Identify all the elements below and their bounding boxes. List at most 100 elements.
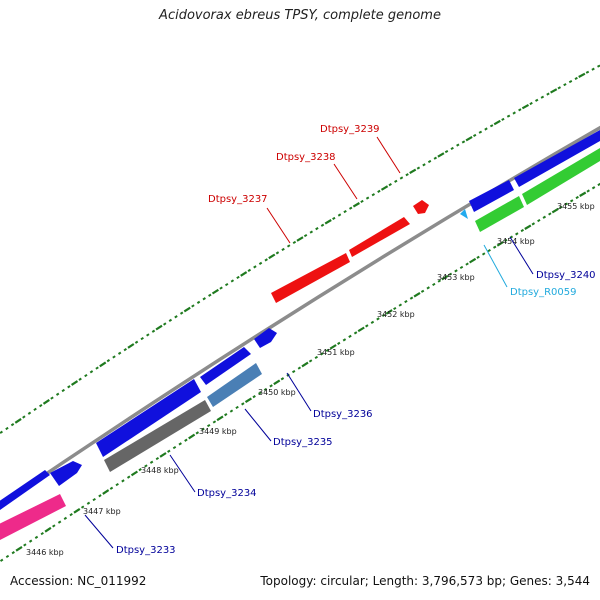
accession-text: Accession: NC_011992 — [10, 574, 147, 588]
minor-tick — [459, 265, 464, 270]
minor-tick — [0, 430, 3, 434]
minor-tick — [381, 313, 386, 318]
minor-tick — [569, 199, 574, 203]
minor-tick — [98, 494, 102, 498]
minor-tick — [280, 377, 285, 381]
minor-tick — [394, 179, 398, 183]
major-tick — [352, 202, 360, 208]
cds-feature — [254, 328, 277, 348]
major-tick — [211, 288, 219, 295]
minor-tick — [591, 67, 595, 71]
major-tick — [357, 326, 365, 333]
minor-tick — [409, 296, 414, 300]
minor-tick — [506, 114, 511, 118]
minor-tick — [348, 334, 352, 338]
major-tick — [324, 219, 332, 225]
minor-tick — [155, 456, 160, 461]
minor-tick — [172, 445, 177, 450]
major-tick — [159, 452, 167, 458]
minor-tick — [501, 117, 505, 121]
minor-tick — [5, 554, 10, 559]
minor-tick — [252, 395, 256, 399]
gene-label-dtpsy-3234: Dtpsy_3234 — [197, 488, 257, 499]
major-tick — [44, 526, 52, 533]
minor-tick — [23, 543, 27, 547]
minor-tick — [314, 355, 319, 360]
minor-tick — [92, 497, 96, 502]
minor-tick — [84, 373, 88, 378]
major-tick — [496, 241, 504, 247]
minor-tick — [520, 228, 525, 233]
major-tick — [524, 224, 532, 230]
minor-tick — [574, 76, 578, 80]
minor-tick — [325, 348, 330, 352]
minor-tick — [371, 193, 376, 197]
minor-tick — [534, 98, 539, 102]
kbp-tick-label: 3450 kbp — [258, 388, 296, 397]
inner-tick-marks — [0, 182, 600, 562]
minor-tick — [22, 415, 26, 419]
minor-tick — [224, 282, 229, 287]
kbp-tick-label: 3449 kbp — [199, 427, 237, 436]
minor-tick — [117, 351, 122, 355]
minor-tick — [80, 505, 85, 509]
gene-label-dtpsy-3235: Dtpsy_3235 — [273, 437, 333, 448]
minor-tick — [201, 427, 205, 431]
major-tick — [273, 379, 281, 386]
minor-tick — [61, 388, 65, 393]
major-tick — [493, 119, 501, 126]
minor-tick — [320, 352, 324, 356]
minor-tick — [206, 423, 211, 428]
minor-tick — [342, 338, 347, 342]
minor-tick — [291, 370, 296, 374]
cds-feature — [475, 196, 524, 232]
minor-tick — [564, 202, 569, 206]
minor-tick — [109, 486, 114, 490]
minor-tick — [174, 315, 178, 319]
minor-tick — [34, 535, 39, 539]
minor-tick — [437, 279, 442, 283]
major-tick — [99, 361, 107, 368]
cds-feature — [0, 470, 50, 510]
cds-feature — [207, 363, 262, 407]
minor-tick — [484, 127, 488, 131]
cds-feature — [104, 400, 211, 472]
minor-tick — [388, 183, 392, 187]
minor-tick — [303, 233, 308, 238]
minor-tick — [548, 212, 552, 216]
minor-tick — [360, 199, 364, 204]
minor-tick — [320, 223, 325, 227]
minor-tick — [309, 230, 314, 234]
gene-label-dtpsy-3233: Dtpsy_3233 — [116, 545, 176, 556]
kbp-tick-label: 3455 kbp — [557, 202, 595, 211]
major-tick — [380, 185, 389, 191]
minor-tick — [33, 407, 37, 412]
rna-feature — [460, 209, 468, 219]
leader-line-dtpsy-3238 — [333, 163, 358, 200]
major-tick — [579, 191, 587, 197]
kbp-tick-label: 3454 kbp — [497, 237, 535, 246]
major-tick — [268, 253, 276, 260]
gene-label-dtpsy-3238: Dtpsy_3238 — [276, 152, 336, 163]
minor-tick — [461, 140, 466, 144]
minor-tick — [586, 189, 590, 193]
minor-tick — [146, 333, 150, 337]
major-tick — [437, 152, 445, 158]
minor-tick — [515, 232, 519, 236]
kbp-tick-label: 3448 kbp — [141, 466, 179, 475]
minor-tick — [5, 426, 9, 431]
gene-label-dtpsy-3236: Dtpsy_3236 — [313, 409, 373, 420]
major-tick — [15, 545, 23, 552]
reverse-strand-features — [0, 148, 600, 540]
minor-tick — [540, 95, 545, 99]
major-tick — [73, 507, 81, 514]
cds-feature — [50, 461, 82, 486]
cds-feature — [0, 494, 66, 540]
minor-tick — [235, 405, 239, 410]
cds-feature — [349, 217, 410, 257]
minor-tick — [40, 531, 44, 536]
major-tick — [469, 257, 477, 264]
kbp-tick-label: 3451 kbp — [317, 348, 355, 357]
major-tick — [183, 306, 191, 313]
